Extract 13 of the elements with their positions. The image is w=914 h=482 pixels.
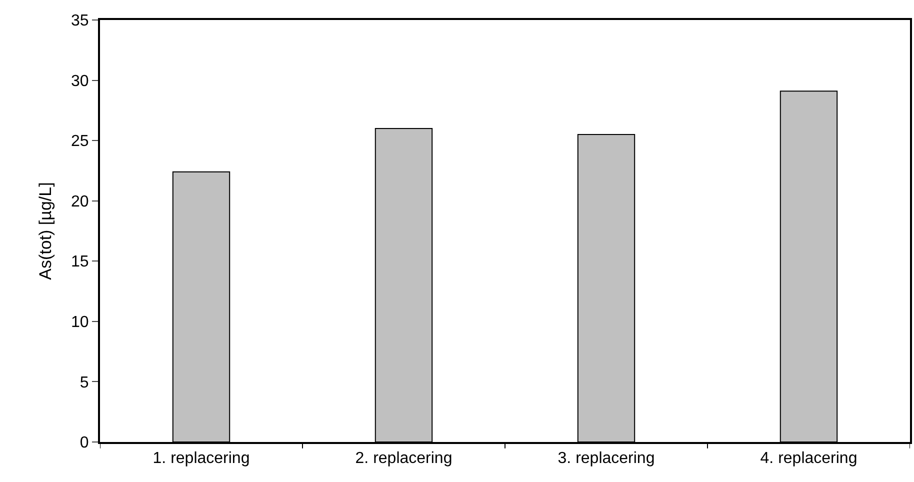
y-axis-title: As(tot) [µg/L]: [36, 182, 56, 280]
y-tick-label: 0: [80, 434, 89, 452]
x-tick-label: 1. replacering: [152, 450, 250, 468]
y-tick-label: 10: [71, 314, 89, 332]
y-tick-label: 20: [71, 193, 89, 210]
y-tick-label: 35: [71, 12, 89, 30]
y-tick-label: 25: [71, 133, 89, 150]
y-tick-label: 30: [71, 72, 89, 90]
x-tick-label: 4. replacering: [760, 450, 858, 468]
x-tick-label: 2. replacering: [355, 450, 452, 468]
x-tick-label: 3. replacering: [558, 450, 655, 468]
y-tick-label: 15: [71, 254, 89, 271]
y-tick-label: 5: [80, 374, 89, 392]
